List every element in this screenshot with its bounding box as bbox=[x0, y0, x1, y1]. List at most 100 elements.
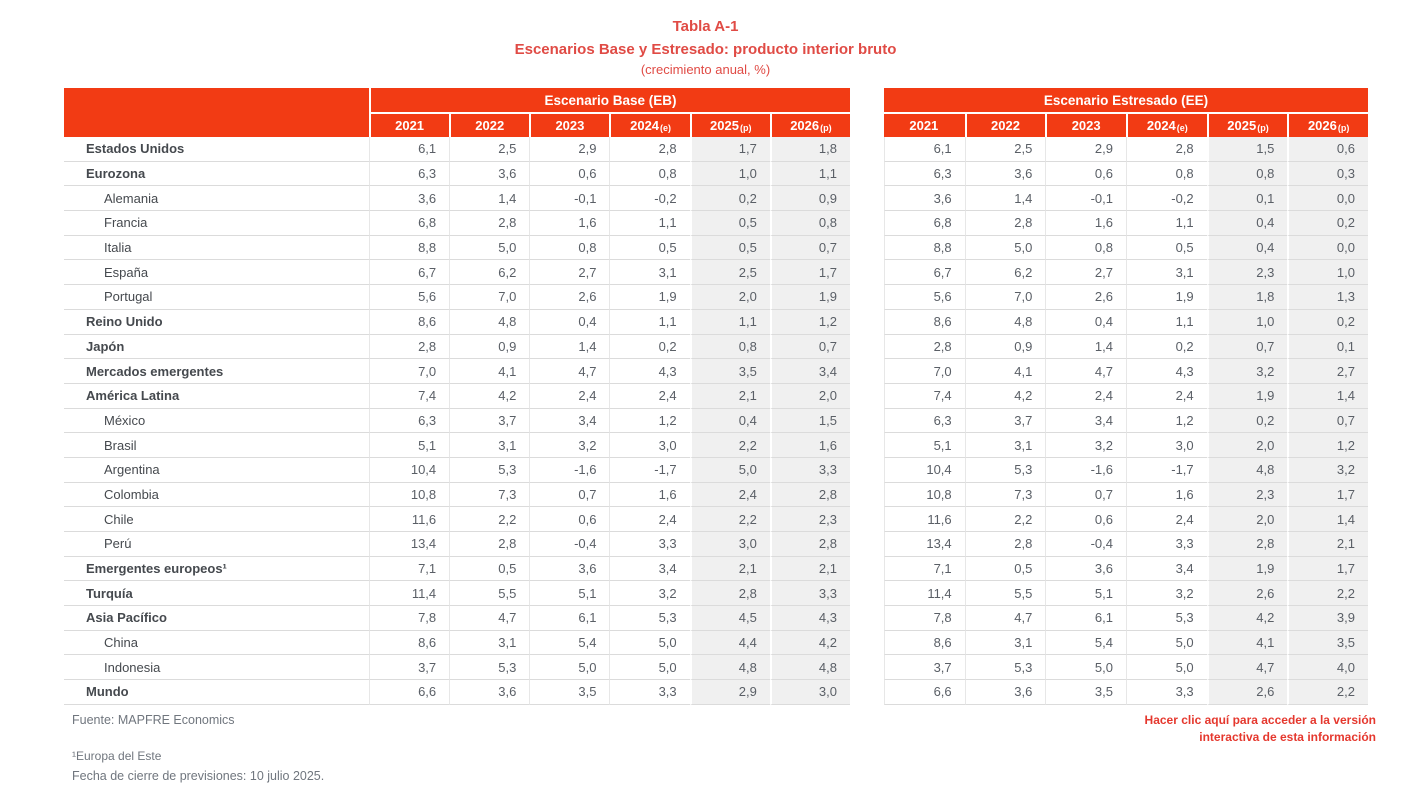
row-label: China bbox=[64, 631, 369, 656]
value-cell: 4,2 bbox=[1206, 606, 1288, 631]
value-cell: 4,8 bbox=[689, 655, 770, 681]
value-cell: 5,5 bbox=[449, 581, 530, 607]
value-cell: 3,3 bbox=[1125, 680, 1207, 705]
year-label: 2022 bbox=[991, 118, 1020, 133]
value-cell: 4,2 bbox=[769, 630, 850, 656]
value-cell: 2,6 bbox=[1045, 285, 1126, 310]
value-cell: 2,4 bbox=[1125, 383, 1207, 409]
row-label: Alemania bbox=[64, 186, 369, 212]
value-cell: 6,1 bbox=[529, 606, 610, 631]
value-cell: 6,1 bbox=[884, 137, 965, 162]
value-cell: 0,6 bbox=[529, 161, 610, 187]
year-column-header: 2022 bbox=[449, 112, 530, 137]
value-cell: 2,0 bbox=[1206, 507, 1288, 532]
value-cell: 5,0 bbox=[1045, 655, 1126, 681]
value-cell: 3,6 bbox=[449, 680, 530, 705]
value-cell: -0,1 bbox=[529, 186, 610, 212]
value-cell: 11,6 bbox=[369, 507, 450, 532]
value-cell: 3,7 bbox=[449, 408, 530, 434]
value-cell: 0,9 bbox=[769, 186, 850, 212]
value-cell: 0,6 bbox=[1045, 161, 1126, 187]
value-cell: 3,5 bbox=[1287, 630, 1368, 656]
value-cell: 1,1 bbox=[609, 211, 690, 236]
value-cell: 5,1 bbox=[884, 433, 965, 458]
value-cell: 0,8 bbox=[1125, 161, 1207, 187]
value-cell: 8,6 bbox=[884, 630, 965, 656]
value-cell: 1,4 bbox=[1287, 507, 1368, 532]
value-cell: 5,0 bbox=[689, 457, 770, 483]
value-cell: 1,0 bbox=[1206, 309, 1288, 335]
value-cell: 5,3 bbox=[449, 457, 530, 483]
value-cell: 2,2 bbox=[964, 507, 1046, 532]
value-cell: 0,8 bbox=[609, 161, 690, 187]
value-cell: 8,8 bbox=[369, 235, 450, 261]
value-cell: 2,2 bbox=[689, 433, 770, 458]
value-cell: 2,2 bbox=[449, 507, 530, 532]
value-cell: 6,3 bbox=[369, 161, 450, 187]
forecast-closing-date: Fecha de cierre de previsiones: 10 julio… bbox=[72, 769, 325, 783]
value-cell: 7,4 bbox=[884, 383, 965, 409]
value-cell: 2,8 bbox=[769, 482, 850, 508]
value-cell: 1,3 bbox=[1287, 285, 1368, 310]
year-column-header: 2026 (p) bbox=[1287, 112, 1368, 137]
year-label: 2026 bbox=[1307, 118, 1337, 133]
year-column-header: 2026 (p) bbox=[769, 112, 850, 137]
value-cell: 2,2 bbox=[1287, 680, 1368, 705]
year-column-header: 2022 bbox=[964, 112, 1046, 137]
value-cell: 6,6 bbox=[369, 680, 450, 705]
value-cell: 5,3 bbox=[964, 457, 1046, 483]
year-label: 2023 bbox=[1071, 118, 1101, 133]
value-cell: 6,2 bbox=[449, 260, 530, 286]
value-cell: 2,2 bbox=[689, 507, 770, 532]
value-cell: 2,8 bbox=[609, 137, 690, 162]
value-cell: 13,4 bbox=[369, 532, 450, 557]
value-cell: 5,4 bbox=[1045, 630, 1126, 656]
value-cell: 4,8 bbox=[449, 309, 530, 335]
value-cell: 8,6 bbox=[369, 309, 450, 335]
value-cell: 3,5 bbox=[1045, 680, 1126, 705]
value-cell: 3,3 bbox=[609, 680, 690, 705]
value-cell: 2,6 bbox=[1206, 581, 1288, 607]
value-cell: 1,6 bbox=[529, 211, 610, 236]
value-cell: 0,2 bbox=[1287, 211, 1368, 236]
value-cell: 1,8 bbox=[769, 137, 850, 162]
value-cell: 1,6 bbox=[1125, 482, 1207, 508]
value-cell: 0,1 bbox=[1287, 334, 1368, 360]
year-suffix: (p) bbox=[820, 122, 832, 133]
value-cell: 5,0 bbox=[964, 235, 1046, 261]
value-cell: 4,8 bbox=[769, 655, 850, 681]
year-label: 2021 bbox=[909, 118, 939, 133]
value-cell: 2,4 bbox=[609, 383, 690, 409]
value-cell: 5,0 bbox=[449, 235, 530, 261]
value-cell: 7,3 bbox=[964, 482, 1046, 508]
value-cell: 2,4 bbox=[1125, 507, 1207, 532]
value-cell: 0,4 bbox=[689, 408, 770, 434]
value-cell: 11,4 bbox=[884, 581, 965, 607]
value-cell: -0,1 bbox=[1045, 186, 1126, 212]
value-cell: 1,1 bbox=[609, 309, 690, 335]
value-cell: 2,9 bbox=[689, 680, 770, 705]
value-cell: 4,8 bbox=[1206, 457, 1288, 483]
value-cell: 10,4 bbox=[369, 457, 450, 483]
value-cell: 2,9 bbox=[1045, 137, 1126, 162]
value-cell: 0,7 bbox=[1206, 334, 1288, 360]
value-cell: 1,2 bbox=[769, 309, 850, 335]
value-cell: 4,1 bbox=[964, 359, 1046, 384]
value-cell: 3,6 bbox=[964, 161, 1046, 187]
value-cell: 2,8 bbox=[449, 532, 530, 557]
value-cell: 7,3 bbox=[449, 482, 530, 508]
value-cell: 1,6 bbox=[769, 433, 850, 458]
value-cell: 0,5 bbox=[609, 235, 690, 261]
value-cell: 1,9 bbox=[1206, 556, 1288, 582]
value-cell: 7,8 bbox=[884, 606, 965, 631]
value-cell: 1,2 bbox=[1125, 408, 1207, 434]
value-cell: 2,7 bbox=[1045, 260, 1126, 286]
value-cell: 2,0 bbox=[1206, 433, 1288, 458]
value-cell: 5,3 bbox=[449, 655, 530, 681]
interactive-version-link[interactable]: Hacer clic aquí para acceder a la versió… bbox=[1144, 713, 1376, 745]
value-cell: 0,5 bbox=[689, 235, 770, 261]
value-cell: 0,2 bbox=[1206, 408, 1288, 434]
value-cell: 0,8 bbox=[1045, 235, 1126, 261]
value-cell: 0,4 bbox=[1206, 211, 1288, 236]
